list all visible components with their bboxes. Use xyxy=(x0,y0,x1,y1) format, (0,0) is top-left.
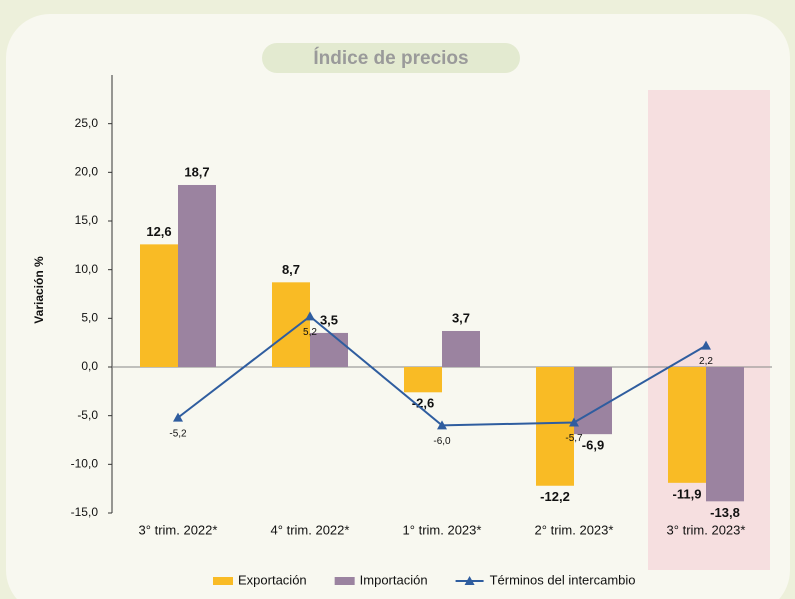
line-marker xyxy=(569,417,579,427)
bar-value-label: -12,2 xyxy=(540,489,570,504)
x-tick-label: 4° trim. 2022* xyxy=(271,522,350,537)
chart-title: Índice de precios xyxy=(313,47,468,69)
bar xyxy=(272,282,310,367)
line-value-label: 5,2 xyxy=(303,327,317,338)
y-tick-label: -10,0 xyxy=(71,457,99,471)
y-tick-label: 25,0 xyxy=(75,116,99,130)
bar-value-label: -13,8 xyxy=(710,505,740,520)
x-tick-label: 3° trim. 2023* xyxy=(667,522,746,537)
legend-label: Importación xyxy=(360,572,428,587)
x-tick-label: 2° trim. 2023* xyxy=(535,522,614,537)
y-tick-label: 0,0 xyxy=(81,359,98,373)
y-tick-label: -15,0 xyxy=(71,505,99,519)
y-tick-label: 15,0 xyxy=(75,213,99,227)
bar-value-label: 3,7 xyxy=(452,310,470,325)
panel xyxy=(6,14,790,599)
y-tick-label: 10,0 xyxy=(75,262,99,276)
bar xyxy=(310,332,348,367)
line-marker xyxy=(437,420,447,430)
legend-marker xyxy=(464,576,475,585)
line-marker xyxy=(701,340,711,350)
bar xyxy=(140,244,178,367)
bar xyxy=(706,367,744,502)
bar xyxy=(668,367,706,483)
line-marker xyxy=(173,412,183,422)
legend-label: Términos del intercambio xyxy=(490,572,636,587)
bar xyxy=(404,367,442,393)
y-tick-label: 5,0 xyxy=(81,311,98,325)
line-value-label: -6,0 xyxy=(433,436,451,447)
line-marker xyxy=(305,311,315,321)
y-axis-label: Variación % xyxy=(32,256,46,324)
bar-value-label: -2,6 xyxy=(412,396,434,411)
bar-value-label: -11,9 xyxy=(673,486,702,501)
y-tick-label: -5,0 xyxy=(77,408,98,422)
legend-swatch xyxy=(213,577,233,585)
line-value-label: -5,2 xyxy=(169,428,187,439)
x-tick-label: 1° trim. 2023* xyxy=(403,522,482,537)
bar-value-label: 3,5 xyxy=(320,312,338,327)
bar-value-label: -6,9 xyxy=(582,438,604,453)
y-tick-label: 20,0 xyxy=(75,165,99,179)
title-pill xyxy=(262,43,520,73)
x-tick-label: 3° trim. 2022* xyxy=(139,522,218,537)
legend-label: Exportación xyxy=(238,572,307,587)
bar xyxy=(442,330,480,367)
bar xyxy=(536,367,574,486)
bar xyxy=(178,184,216,367)
line-value-label: -5,7 xyxy=(565,433,583,444)
bar xyxy=(574,367,612,435)
bar-value-label: 12,6 xyxy=(146,224,171,239)
bar-value-label: 18,7 xyxy=(184,164,209,179)
bar-value-label: 8,7 xyxy=(282,262,300,277)
legend-swatch xyxy=(334,577,355,585)
line-value-label: 2,2 xyxy=(699,356,713,367)
